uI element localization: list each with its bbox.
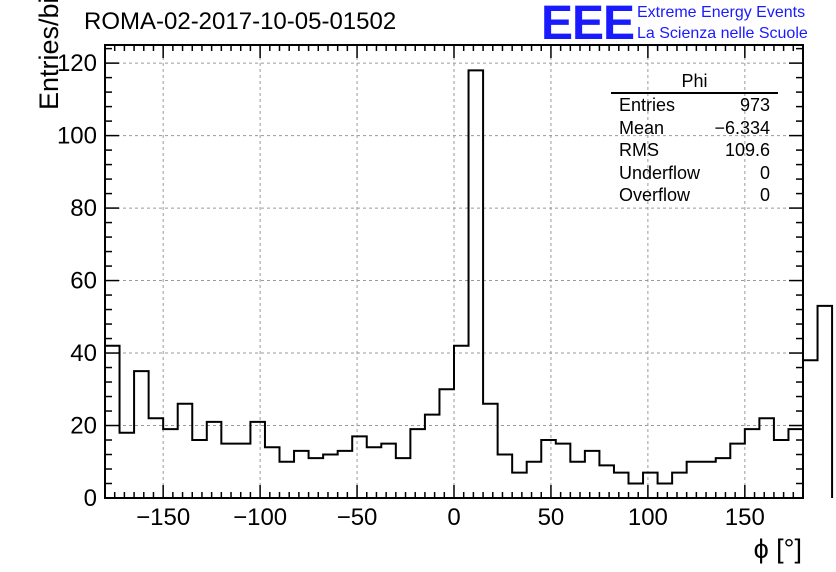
histogram-bin [105, 346, 120, 498]
histogram-bin [410, 429, 425, 498]
histogram-bin [454, 346, 469, 498]
histogram-bin [658, 484, 673, 498]
stats-label: Entries [619, 95, 676, 115]
histogram-bin [294, 451, 309, 498]
histogram-bin [280, 462, 295, 498]
histogram-bin [527, 462, 542, 498]
histogram-bin [134, 371, 149, 498]
stats-label: Underflow [619, 162, 701, 183]
histogram-bin [221, 444, 236, 498]
histogram-bin [687, 462, 702, 498]
x-tick-label: −50 [337, 504, 378, 531]
histogram-bin [759, 418, 774, 498]
histogram-bin [803, 360, 818, 498]
histogram-bin [192, 440, 207, 498]
x-axis-label: ϕ [°] [753, 534, 802, 564]
histogram-bin [381, 444, 396, 498]
histogram-bin [643, 473, 658, 498]
y-axis-label: Entries/bin [34, 0, 64, 110]
histogram-bin [585, 451, 600, 498]
x-tick-label: 50 [538, 504, 565, 531]
logo-caption: Extreme Energy Events La Scienza nelle S… [637, 2, 808, 44]
histogram-bin [207, 422, 222, 498]
histogram-bin [265, 447, 280, 498]
stats-value: 973 [739, 95, 770, 115]
histogram-bin [498, 455, 513, 498]
histogram-bin [469, 70, 484, 498]
stats-title: Phi [611, 70, 778, 94]
stats-row: Underflow 0 [611, 162, 778, 185]
histogram-bin [818, 306, 833, 498]
eee-logo: EEE [541, 0, 635, 50]
y-tick-label: 60 [70, 268, 97, 295]
chart-title: ROMA-02-2017-10-05-01502 [84, 8, 397, 35]
histogram-bin [425, 415, 440, 498]
stats-row: Mean −6.334 [611, 117, 778, 140]
histogram-bin [352, 436, 367, 498]
stats-row: Overflow 0 [611, 184, 778, 207]
x-tick-labels: −150 −100 −50 0 50 100 150 [136, 504, 765, 531]
axis-ticks [105, 45, 803, 499]
y-tick-label: 20 [70, 413, 97, 440]
histogram-bin [483, 404, 498, 498]
histogram-bin [120, 433, 135, 498]
y-tick-label: 100 [57, 123, 97, 150]
histogram-bin [774, 440, 789, 498]
x-tick-label: 150 [725, 504, 765, 531]
stats-value: 109.6 [724, 140, 770, 160]
histogram-bin [614, 473, 629, 498]
x-tick-label: 0 [447, 504, 460, 531]
histogram-bin [716, 458, 731, 498]
stats-value: −6.334 [714, 117, 770, 138]
histogram-bin [149, 418, 164, 498]
histogram-bin [599, 465, 614, 498]
y-tick-label: 80 [70, 195, 97, 222]
histogram-bin [730, 444, 745, 498]
histogram-bin [629, 484, 644, 498]
histogram-bin [745, 429, 760, 498]
x-tick-label: −100 [233, 504, 287, 531]
x-tick-label: 100 [628, 504, 668, 531]
y-tick-label: 120 [57, 50, 97, 77]
histogram-bin [178, 404, 193, 498]
histogram-bin [250, 422, 265, 498]
x-tick-label: −150 [136, 504, 190, 531]
stats-label: RMS [619, 140, 659, 160]
histogram-bin [701, 462, 716, 498]
y-tick-label: 40 [70, 340, 97, 367]
histogram-bin [556, 444, 571, 498]
stats-value: 0 [759, 185, 770, 205]
histogram-bin [163, 429, 178, 498]
logo-caption-line1: Extreme Energy Events [637, 4, 806, 21]
stats-row: Entries 973 [611, 94, 778, 117]
histogram-bin [323, 455, 338, 498]
histogram-series [104, 69, 834, 498]
histogram-bin [367, 447, 382, 498]
stats-row: RMS 109.6 [611, 139, 778, 162]
histogram-bin [541, 440, 556, 498]
histogram-bin [570, 462, 585, 498]
logo-caption-line2: La Scienza nelle Scuole [637, 25, 808, 42]
y-tick-label: 0 [84, 485, 97, 512]
histogram-bin [396, 458, 411, 498]
histogram-bin [439, 389, 454, 498]
histogram-bin [672, 473, 687, 498]
histogram-bin [338, 451, 353, 498]
y-tick-labels: 0 20 40 60 80 100 120 [57, 50, 97, 512]
stats-value: 0 [759, 162, 770, 183]
histogram-bin [236, 444, 251, 498]
histogram-bin [309, 458, 324, 498]
stats-label: Mean [619, 117, 665, 138]
stats-box: Phi Entries 973 Mean −6.334 RMS 109.6 Under… [611, 70, 778, 207]
histogram-outline [104, 69, 834, 498]
stats-label: Overflow [619, 185, 691, 205]
histogram-bin [512, 473, 527, 498]
